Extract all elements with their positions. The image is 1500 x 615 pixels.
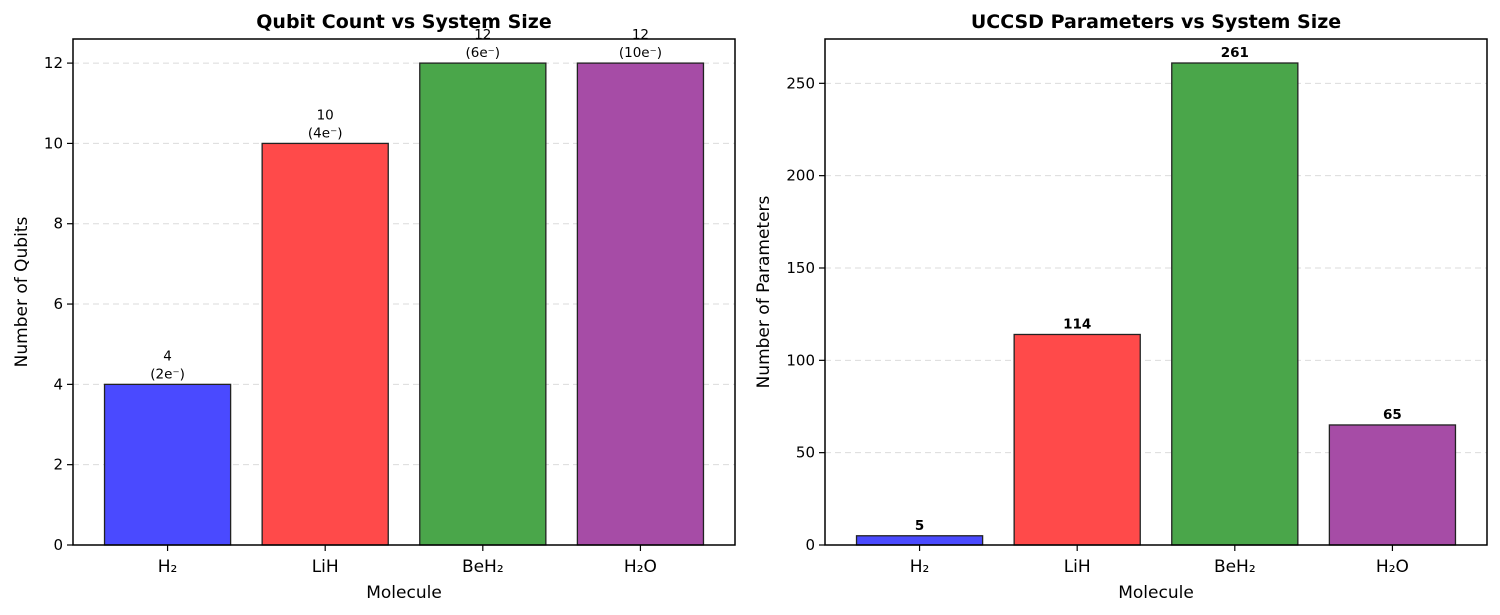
- x-tick-label: H₂: [910, 557, 930, 577]
- chart-title: Qubit Count vs System Size: [256, 11, 551, 33]
- y-tick-label: 12: [44, 54, 63, 72]
- bar-3: [576, 62, 705, 546]
- x-tick-label: H₂O: [624, 557, 657, 577]
- chart-title: UCCSD Parameters vs System Size: [971, 11, 1341, 33]
- y-tick-label: 0: [53, 536, 63, 554]
- bar-label-0: (2e⁻): [150, 366, 185, 382]
- y-tick-label: 10: [44, 134, 63, 152]
- plot-frame: [72, 38, 736, 546]
- bar-label-3: 65: [1383, 407, 1402, 423]
- x-tick-label: H₂: [158, 557, 178, 577]
- x-tick-label: BeH₂: [462, 557, 504, 577]
- x-tick-label: LiH: [1064, 557, 1091, 577]
- x-tick-label: LiH: [312, 557, 339, 577]
- plot-frame: [824, 38, 1488, 546]
- bar-1: [261, 142, 389, 546]
- bar-2: [419, 62, 547, 546]
- bar-label-0: 5: [915, 518, 924, 534]
- bar-1: [1013, 333, 1141, 546]
- x-axis-label: Molecule: [1118, 583, 1194, 603]
- bar-label-3: 12: [632, 27, 649, 43]
- bar-label-2: (6e⁻): [466, 45, 501, 61]
- y-tick-label: 150: [786, 259, 815, 277]
- bar-label-1: 10: [317, 107, 334, 123]
- y-tick-label: 100: [786, 351, 815, 369]
- bar-label-1: 114: [1063, 316, 1091, 332]
- bar-0: [103, 383, 232, 546]
- y-tick-label: 200: [786, 167, 815, 185]
- bar-label-1: (4e⁻): [308, 125, 343, 141]
- bar-3: [1328, 424, 1457, 546]
- x-tick-label: BeH₂: [1214, 557, 1256, 577]
- y-tick-label: 2: [53, 456, 63, 474]
- y-tick-label: 8: [53, 215, 63, 233]
- bar-2: [1171, 62, 1299, 546]
- y-tick-label: 4: [53, 375, 63, 393]
- bar-label-3: (10e⁻): [619, 45, 662, 61]
- x-axis-label: Molecule: [366, 583, 442, 603]
- y-tick-label: 250: [786, 74, 815, 92]
- y-tick-label: 6: [53, 295, 63, 313]
- bar-0: [855, 535, 984, 546]
- y-axis-label: Number of Parameters: [754, 195, 774, 388]
- x-tick-label: H₂O: [1376, 557, 1409, 577]
- bar-label-2: 261: [1221, 45, 1249, 61]
- y-axis-label: Number of Qubits: [12, 217, 32, 368]
- uccsd-parameters-chart: 5 114 261 65 0 50 100 150 200 250 H₂ LiH BeH₂ H₂O Mole…: [754, 11, 1488, 603]
- y-tick-label: 0: [805, 536, 815, 554]
- y-tick-label: 50: [796, 444, 815, 462]
- bar-label-0: 4: [163, 348, 172, 364]
